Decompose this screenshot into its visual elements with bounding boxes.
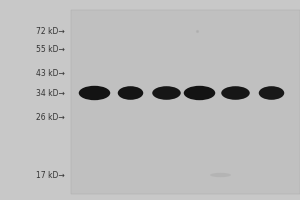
Ellipse shape	[210, 173, 231, 177]
Ellipse shape	[152, 86, 181, 100]
Ellipse shape	[184, 86, 215, 100]
Ellipse shape	[118, 86, 143, 100]
Text: 34 kD→: 34 kD→	[36, 88, 64, 98]
Text: 43 kD→: 43 kD→	[36, 68, 64, 77]
Text: 26 kD→: 26 kD→	[36, 112, 64, 121]
Text: 17 kD→: 17 kD→	[36, 170, 64, 180]
Text: 55 kD→: 55 kD→	[36, 45, 64, 53]
Ellipse shape	[221, 86, 250, 100]
Ellipse shape	[79, 86, 110, 100]
Text: 72 kD→: 72 kD→	[36, 26, 64, 36]
FancyBboxPatch shape	[70, 10, 300, 194]
Ellipse shape	[259, 86, 284, 100]
